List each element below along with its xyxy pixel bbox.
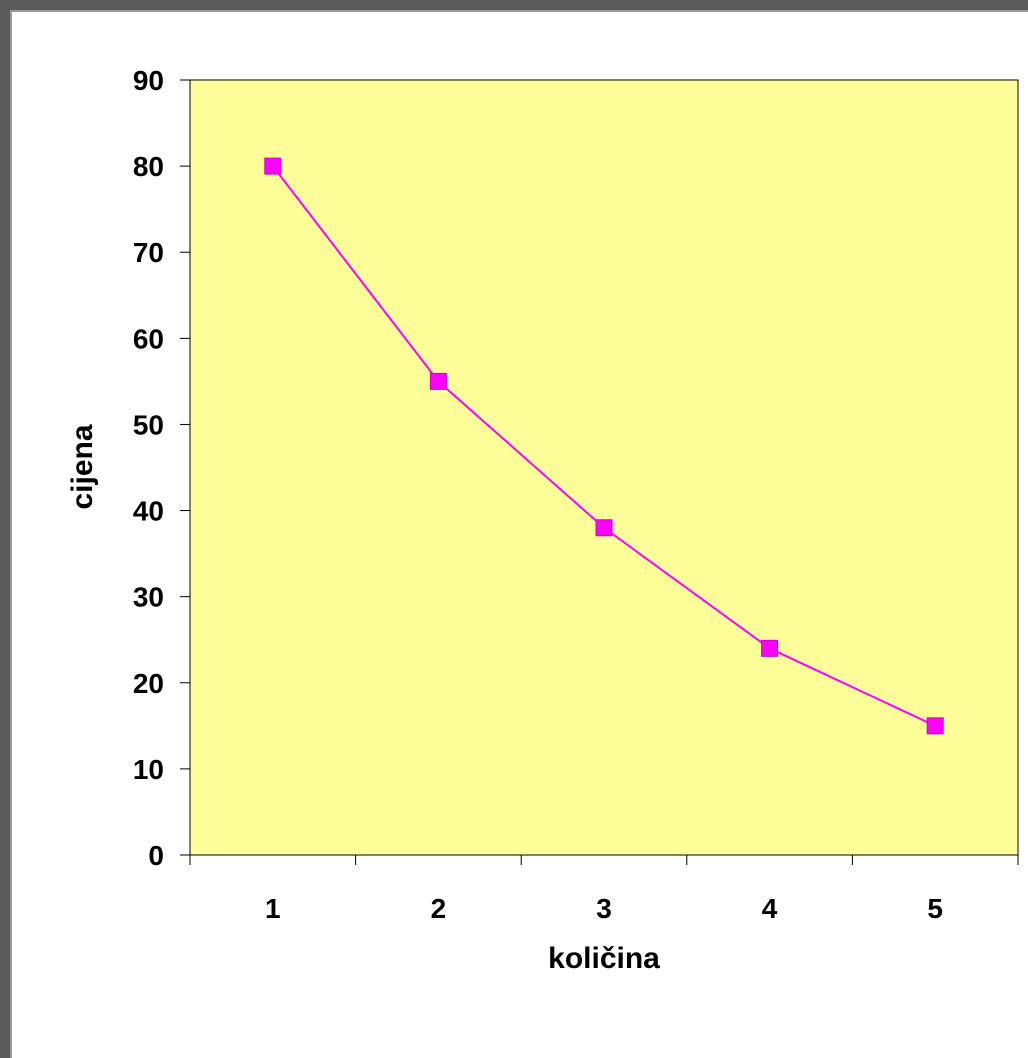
y-tick-label: 0 bbox=[148, 840, 164, 871]
x-tick-label: 1 bbox=[265, 893, 281, 924]
y-axis-title: cijena bbox=[66, 424, 99, 509]
y-tick-label: 90 bbox=[133, 65, 164, 96]
x-tick-label: 3 bbox=[596, 893, 612, 924]
series-group bbox=[264, 157, 944, 735]
y-tick-label: 10 bbox=[133, 754, 164, 785]
x-tick-label: 5 bbox=[927, 893, 943, 924]
x-tick-label: 4 bbox=[762, 893, 778, 924]
x-axis: 1 2 3 4 5 bbox=[189, 855, 1019, 924]
x-axis-title: količina bbox=[548, 942, 660, 975]
data-point-marker bbox=[429, 372, 447, 390]
y-tick-label: 80 bbox=[133, 151, 164, 182]
data-point-marker bbox=[761, 639, 779, 657]
y-tick-label: 60 bbox=[133, 323, 164, 354]
y-tick-label: 40 bbox=[133, 496, 164, 527]
data-point-marker bbox=[595, 519, 613, 537]
y-tick-label: 30 bbox=[133, 582, 164, 613]
x-tick-label: 2 bbox=[431, 893, 447, 924]
data-point-marker bbox=[926, 717, 944, 735]
plot-area bbox=[189, 79, 1019, 856]
y-tick-label: 50 bbox=[133, 409, 164, 440]
y-tick-label: 20 bbox=[133, 668, 164, 699]
y-tick-label: 70 bbox=[133, 237, 164, 268]
data-point-marker bbox=[264, 157, 282, 175]
y-axis: 0 10 20 30 40 50 60 70 80 90 bbox=[133, 65, 190, 871]
